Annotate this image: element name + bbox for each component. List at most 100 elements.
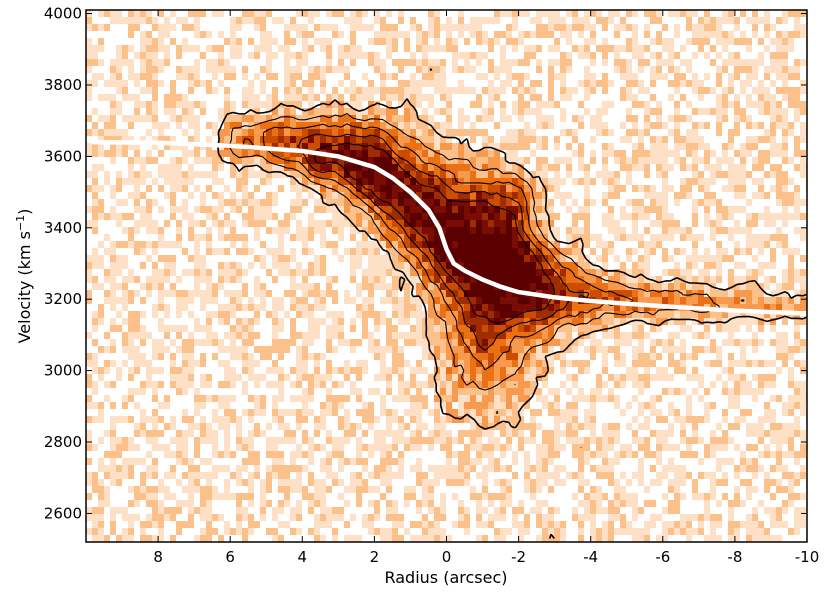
heatmap-cell xyxy=(746,87,753,95)
heatmap-cell xyxy=(116,262,123,270)
heatmap-cell xyxy=(572,66,579,74)
heatmap-cell xyxy=(512,276,519,284)
heatmap-cell xyxy=(536,178,543,186)
heatmap-cell xyxy=(428,220,435,228)
heatmap-cell xyxy=(200,101,207,109)
heatmap-cell xyxy=(320,269,327,277)
heatmap-cell xyxy=(188,24,195,32)
heatmap-cell xyxy=(752,115,759,123)
heatmap-cell xyxy=(614,269,621,277)
heatmap-cell xyxy=(182,192,189,200)
heatmap-cell xyxy=(116,192,123,200)
heatmap-cell xyxy=(284,66,291,74)
heatmap-cell xyxy=(314,241,321,249)
heatmap-cell xyxy=(368,157,375,165)
heatmap-cell xyxy=(296,234,303,242)
heatmap-cell xyxy=(206,52,213,60)
heatmap-cell xyxy=(320,290,327,298)
heatmap-cell xyxy=(500,10,507,18)
heatmap-cell xyxy=(536,164,543,172)
heatmap-cell xyxy=(752,206,759,214)
heatmap-cell xyxy=(248,178,255,186)
heatmap-cell xyxy=(86,178,93,186)
heatmap-cell xyxy=(284,199,291,207)
heatmap-cell xyxy=(446,192,453,200)
heatmap-cell xyxy=(764,283,771,291)
heatmap-cell xyxy=(704,150,711,158)
heatmap-cell xyxy=(452,94,459,102)
heatmap-cell xyxy=(566,178,573,186)
heatmap-cell xyxy=(536,143,543,151)
heatmap-cell xyxy=(248,87,255,95)
heatmap-cell xyxy=(482,227,489,235)
heatmap-cell xyxy=(674,157,681,165)
heatmap-cell xyxy=(326,248,333,256)
heatmap-cell xyxy=(608,101,615,109)
heatmap-cell xyxy=(236,31,243,39)
heatmap-cell xyxy=(386,269,393,277)
heatmap-cell xyxy=(92,31,99,39)
heatmap-cell xyxy=(368,45,375,53)
heatmap-cell xyxy=(158,24,165,32)
heatmap-cell xyxy=(356,290,363,298)
heatmap-cell xyxy=(494,157,501,165)
heatmap-cell xyxy=(314,192,321,200)
heatmap-cell xyxy=(176,255,183,263)
heatmap-cell xyxy=(680,66,687,74)
heatmap-cell xyxy=(590,213,597,221)
heatmap-cell xyxy=(752,178,759,186)
heatmap-cell xyxy=(134,283,141,291)
heatmap-cell xyxy=(242,136,249,144)
heatmap-cell xyxy=(656,206,663,214)
heatmap-cell xyxy=(158,150,165,158)
heatmap-cell xyxy=(92,115,99,123)
heatmap-cell xyxy=(686,10,693,18)
heatmap-cell xyxy=(260,199,267,207)
heatmap-cell xyxy=(584,185,591,193)
heatmap-cell xyxy=(470,220,477,228)
heatmap-cell xyxy=(638,31,645,39)
heatmap-cell xyxy=(236,52,243,60)
heatmap-cell xyxy=(278,73,285,81)
heatmap-cell xyxy=(374,108,381,116)
heatmap-cell xyxy=(392,129,399,137)
heatmap-cell xyxy=(212,164,219,172)
heatmap-cell xyxy=(308,59,315,67)
heatmap-cell xyxy=(248,38,255,46)
heatmap-cell xyxy=(86,87,93,95)
heatmap-cell xyxy=(728,185,735,193)
heatmap-cell xyxy=(722,87,729,95)
heatmap-cell xyxy=(110,276,117,284)
heatmap-cell xyxy=(116,52,123,60)
heatmap-cell xyxy=(764,255,771,263)
heatmap-cell xyxy=(92,87,99,95)
heatmap-cell xyxy=(140,206,147,214)
heatmap-cell xyxy=(284,10,291,18)
heatmap-cell xyxy=(488,234,495,242)
heatmap-cell xyxy=(644,248,651,256)
heatmap-cell xyxy=(602,227,609,235)
heatmap-cell xyxy=(146,220,153,228)
heatmap-cell xyxy=(782,31,789,39)
heatmap-cell xyxy=(344,269,351,277)
heatmap-cell xyxy=(380,94,387,102)
heatmap-cell xyxy=(494,45,501,53)
heatmap-cell xyxy=(590,185,597,193)
heatmap-cell xyxy=(458,24,465,32)
heatmap-cell xyxy=(602,185,609,193)
heatmap-cell xyxy=(572,101,579,109)
heatmap-cell xyxy=(656,45,663,53)
heatmap-cell xyxy=(212,213,219,221)
heatmap-cell xyxy=(434,52,441,60)
heatmap-cell xyxy=(332,185,339,193)
heatmap-cell xyxy=(356,38,363,46)
heatmap-cell xyxy=(356,164,363,172)
heatmap-cell xyxy=(458,45,465,53)
heatmap-cell xyxy=(428,73,435,81)
heatmap-cell xyxy=(770,199,777,207)
heatmap-cell xyxy=(104,234,111,242)
heatmap-cell xyxy=(320,213,327,221)
heatmap-cell xyxy=(722,164,729,172)
heatmap-cell xyxy=(698,24,705,32)
heatmap-cell xyxy=(248,136,255,144)
